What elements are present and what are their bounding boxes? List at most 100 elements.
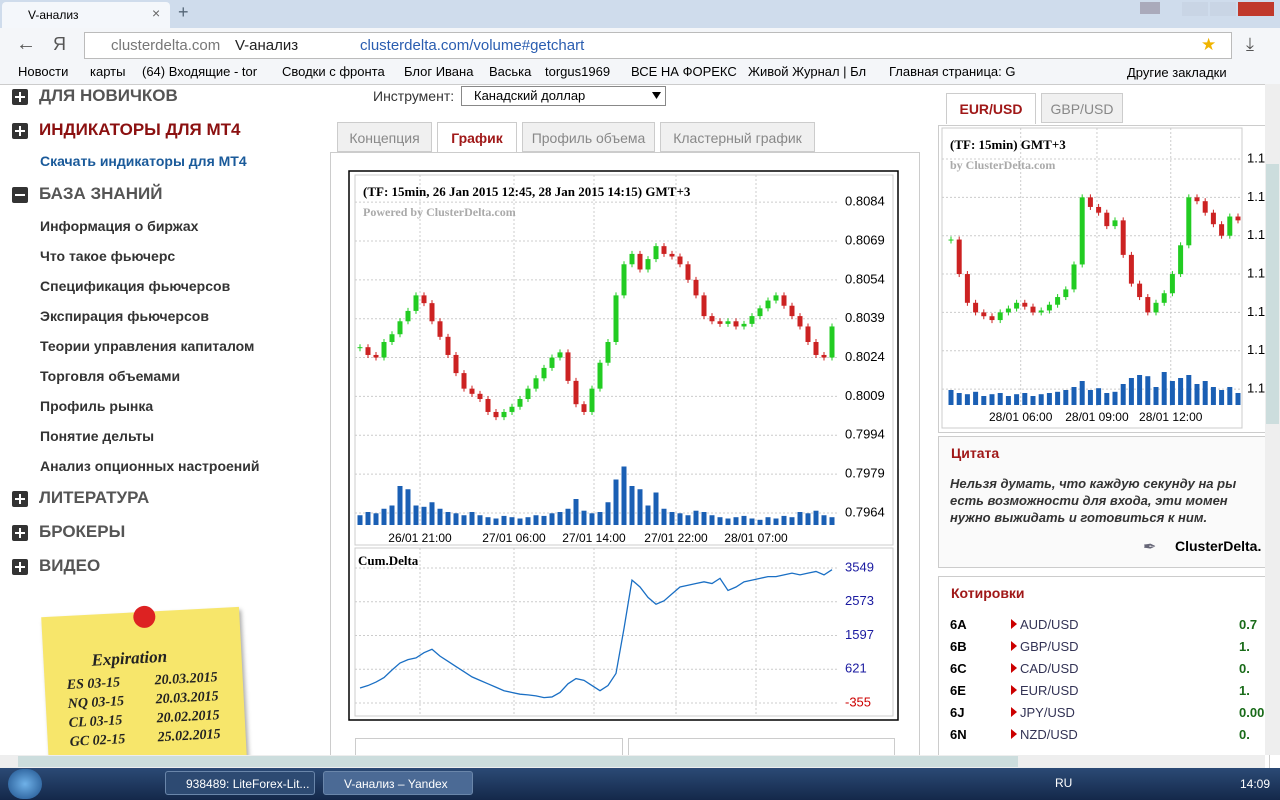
bookmark[interactable]: Новости [18, 64, 68, 79]
pin [133, 605, 156, 628]
quote-value: 0.7 [1239, 617, 1257, 632]
menu-link[interactable]: Информация о биржах [40, 218, 198, 234]
instrument-label: Инструмент: [373, 88, 454, 104]
menu-heading[interactable]: ДЛЯ НОВИЧКОВ [39, 86, 178, 106]
quote-code: 6E [950, 683, 966, 698]
sticker-text: NQ 03-15 [67, 694, 124, 713]
menu-icon [12, 559, 28, 575]
pair: CAD/USD [1020, 661, 1079, 676]
quote-panel: Цитата Нельзя думать, что каждую секунду… [938, 436, 1270, 568]
taskbar-item[interactable]: 938489: LiteForex-Lit... [165, 771, 315, 795]
sticker-text: CL 03-15 [68, 713, 122, 732]
menu-heading[interactable]: ЛИТЕРАТУРА [39, 488, 149, 508]
pair: JPY/USD [1020, 705, 1075, 720]
other-bookmarks[interactable]: Другие закладки [1127, 65, 1227, 80]
address-site: clusterdelta.com [111, 37, 220, 54]
bookmark[interactable]: Васька [489, 64, 531, 79]
chart-panel [330, 152, 920, 773]
quote-pair[interactable]: AUD/USD [1011, 617, 1079, 632]
bookmark-star[interactable]: ★ [1201, 35, 1216, 55]
chart-tab[interactable]: Кластерный график [660, 122, 815, 152]
menu-link[interactable]: Понятие дельты [40, 428, 154, 444]
pair: NZD/USD [1020, 727, 1078, 742]
pair: AUD/USD [1020, 617, 1079, 632]
taskbar-item[interactable]: V-анализ – Yandex [323, 771, 473, 795]
menu-link[interactable]: Профиль рынка [40, 398, 153, 414]
start-button[interactable] [8, 769, 42, 799]
menu-link[interactable]: Скачать индикаторы для МТ4 [40, 153, 247, 169]
bookmark[interactable]: (64) Входящие - tor [142, 64, 257, 79]
quote-pair[interactable]: EUR/USD [1011, 683, 1079, 698]
scroll-thumb [1266, 164, 1279, 424]
taskbar: 938489: LiteForex-Lit... V-анализ – Yande… [0, 768, 1280, 800]
yandex-button[interactable]: Я [53, 34, 66, 55]
arrow [1011, 729, 1017, 739]
bookmark[interactable]: Сводки с фронта [282, 64, 385, 79]
menu-link[interactable]: Что такое фьючерс [40, 248, 175, 264]
quote-code: 6B [950, 639, 967, 654]
menu-link[interactable]: Анализ опционных настроений [40, 458, 259, 474]
min-btn [1182, 2, 1208, 16]
instrument-select[interactable]: Канадский доллар [461, 86, 666, 106]
tab-close[interactable]: × [152, 5, 160, 21]
menu-heading[interactable]: БАЗА ЗНАНИЙ [39, 184, 162, 204]
quote-value: 0. [1239, 727, 1250, 742]
menu-link[interactable]: Спецификация фьючерсов [40, 278, 230, 294]
lang[interactable]: RU [1055, 776, 1072, 790]
quote-value: 1. [1239, 683, 1250, 698]
browser-tab[interactable]: V-анализ× [2, 2, 170, 28]
window-buttons[interactable] [1140, 0, 1280, 18]
quote-code: 6A [950, 617, 967, 632]
menu-btn [1140, 2, 1160, 14]
quotes-title: Котировки [951, 585, 1025, 601]
v-scrollbar[interactable] [1265, 84, 1280, 755]
scroll-thumb [18, 756, 1018, 767]
bookmark[interactable]: Блог Ивана [404, 64, 473, 79]
sticker-text: 20.03.2015 [155, 689, 219, 708]
download-button[interactable]: ⤓ [1246, 34, 1254, 55]
quote-code: 6N [950, 727, 967, 742]
quote-code: 6C [950, 661, 967, 676]
chart-tab[interactable]: Профиль объема [522, 122, 655, 152]
arrow [1011, 641, 1017, 651]
menu-link[interactable]: Экспирация фьючерсов [40, 308, 209, 324]
sticker-text: ES 03-15 [66, 675, 120, 694]
instrument-value: Канадский доллар [474, 88, 585, 103]
side-tab[interactable]: EUR/USD [946, 93, 1036, 124]
quill-icon: ✒ [1143, 537, 1156, 557]
address-bar[interactable]: clusterdelta.com V-анализ clusterdelta.c… [84, 32, 1232, 59]
bookmark[interactable]: карты [90, 64, 125, 79]
arrow [1011, 707, 1017, 717]
menu-heading[interactable]: БРОКЕРЫ [39, 522, 125, 542]
menu-icon [12, 525, 28, 541]
menu-link[interactable]: Теории управления капиталом [40, 338, 254, 354]
quote-pair[interactable]: JPY/USD [1011, 705, 1075, 720]
quote-pair[interactable]: NZD/USD [1011, 727, 1078, 742]
max-btn [1210, 2, 1236, 16]
menu-heading[interactable]: ИНДИКАТОРЫ ДЛЯ МТ4 [39, 120, 241, 140]
menu-link[interactable]: Торговля объемами [40, 368, 180, 384]
new-tab[interactable]: + [178, 2, 189, 23]
h-scrollbar[interactable] [0, 755, 1265, 768]
bookmark[interactable]: torgus1969 [545, 64, 610, 79]
select-arrow [652, 92, 661, 100]
menu-heading[interactable]: ВИДЕО [39, 556, 100, 576]
address-title: V-анализ [235, 37, 298, 54]
address-url: clusterdelta.com/volume#getchart [360, 37, 584, 54]
quote-pair[interactable]: GBP/USD [1011, 639, 1079, 654]
clock: 14:09 [1240, 777, 1270, 791]
arrow [1011, 619, 1017, 629]
sticker-text: 25.02.2015 [157, 727, 221, 746]
side-chart-panel [938, 125, 1270, 433]
chart-tab[interactable]: График [437, 122, 517, 153]
quote-pair[interactable]: CAD/USD [1011, 661, 1079, 676]
back-button[interactable]: ← [16, 33, 36, 56]
tab-bar [0, 0, 1280, 28]
chart-tab[interactable]: Концепция [337, 122, 432, 152]
bookmark[interactable]: Живой Журнал | Бл [748, 64, 866, 79]
sticker-title: Expiration [91, 647, 168, 671]
bookmark[interactable]: Главная страница: G [889, 64, 1015, 79]
quotes-panel: Котировки 6A AUD/USD 0.7 6B GBP/USD 1. 6C CAD/US… [938, 576, 1270, 778]
side-tab[interactable]: GBP/USD [1041, 93, 1123, 123]
bookmark[interactable]: ВСЕ НА ФОРЕКС [631, 64, 737, 79]
